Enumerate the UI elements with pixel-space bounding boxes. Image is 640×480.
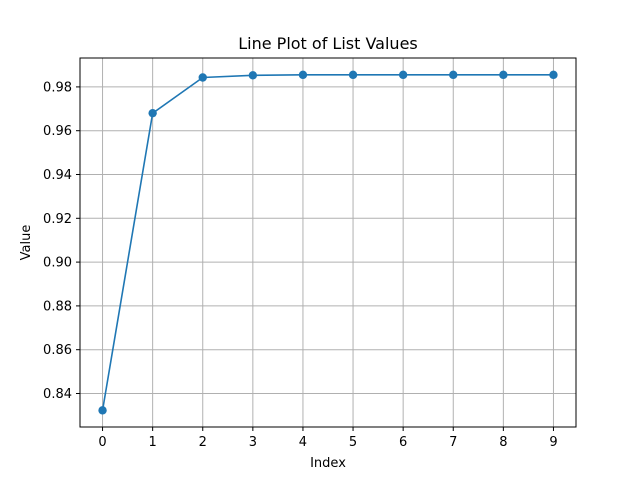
x-tick-label: 7 bbox=[449, 435, 457, 450]
x-tick-label: 4 bbox=[299, 435, 307, 450]
x-tick-label: 8 bbox=[499, 435, 507, 450]
grid-lines bbox=[80, 58, 576, 427]
y-tick-label: 0.96 bbox=[43, 124, 72, 139]
data-point bbox=[549, 70, 558, 80]
data-point bbox=[98, 406, 107, 415]
series-line bbox=[101, 74, 554, 411]
y-tick-label: 0.98 bbox=[43, 80, 72, 95]
data-point bbox=[449, 70, 458, 80]
data-series bbox=[98, 70, 558, 415]
x-tick-label: 9 bbox=[549, 435, 557, 450]
data-point bbox=[148, 108, 157, 118]
data-point bbox=[398, 70, 408, 80]
y-tick-label: 0.90 bbox=[43, 256, 72, 271]
x-tick-label: 6 bbox=[399, 435, 407, 450]
data-point bbox=[298, 70, 308, 80]
y-tick-label: 0.94 bbox=[43, 168, 72, 183]
x-tick-label: 0 bbox=[98, 435, 106, 450]
x-tick-label: 2 bbox=[199, 435, 207, 450]
y-tick-label: 0.84 bbox=[43, 387, 72, 402]
y-tick-label: 0.92 bbox=[43, 212, 72, 227]
x-tick-label: 1 bbox=[149, 435, 157, 450]
x-axis-label: Index bbox=[310, 456, 346, 471]
axis-ticks: 0 1 2 3 4 5 6 7 8 9 0.84 0.86 0.88 0.90 0.92 0.94 0.96 0.… bbox=[43, 80, 558, 450]
y-tick-label: 0.88 bbox=[43, 299, 72, 314]
chart-title: Line Plot of List Values bbox=[238, 34, 418, 53]
x-tick-label: 5 bbox=[349, 435, 357, 450]
x-tick-label: 3 bbox=[249, 435, 257, 450]
y-tick-label: 0.86 bbox=[43, 343, 72, 358]
plot-frame bbox=[79, 57, 577, 428]
data-point bbox=[198, 73, 207, 82]
y-axis-label: Value bbox=[19, 225, 34, 261]
data-point bbox=[248, 71, 258, 80]
data-point bbox=[499, 70, 508, 80]
data-point bbox=[348, 70, 358, 80]
